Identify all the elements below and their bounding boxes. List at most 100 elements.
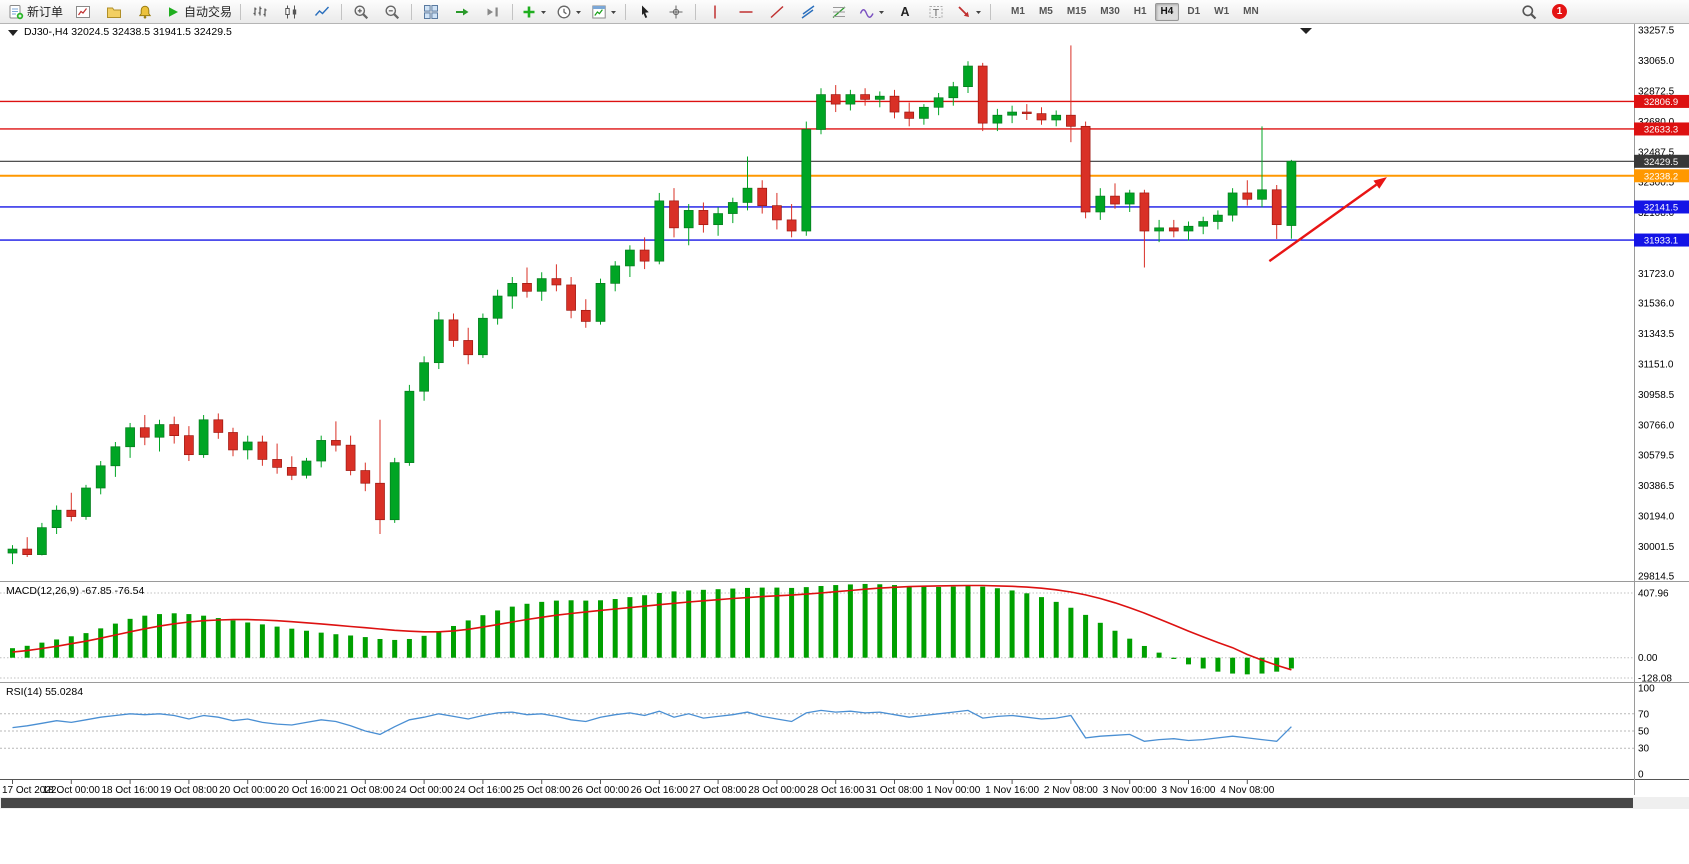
template-icon [592,5,606,18]
candle-up [242,441,253,451]
zoom-out-icon [385,5,400,19]
zoom-in-icon [354,5,369,19]
macd-histogram-bar [950,586,956,658]
indicators-button[interactable] [517,1,551,23]
crosshair-button[interactable] [661,1,691,23]
price-axis-label: 32872.5 [1638,87,1675,98]
profiles-icon [107,7,122,18]
zoom-out-button[interactable] [377,1,407,23]
trendline-button[interactable] [762,1,792,23]
macd-histogram-bar [936,586,942,658]
text-button[interactable]: A [890,1,920,23]
new-order-button-label: 新订单 [27,5,64,19]
macd-histogram-bar [24,645,30,658]
macd-histogram-bar [112,623,118,658]
macd-histogram-bar [1053,601,1059,658]
symbol-dropdown-icon[interactable] [8,30,18,36]
macd-histogram-bar [539,601,545,658]
timeframe-w1-button[interactable]: W1 [1214,5,1230,17]
arrows-button[interactable] [952,1,986,23]
timeframe-m1-button[interactable]: M1 [1011,5,1025,17]
macd-histogram-bar [1230,657,1236,674]
periods-button[interactable] [552,1,586,23]
candle-up [154,424,165,438]
auto-scroll-button[interactable] [447,1,477,23]
autotrading-button[interactable]: 自动交易 [161,1,236,23]
autotrading-button-label: 自动交易 [184,5,233,19]
candle-up [1095,195,1106,213]
macd-histogram-bar [465,620,471,658]
shapes-button[interactable] [855,1,889,23]
price-axis-label: 33065.0 [1638,56,1675,67]
timeframe-d1-button[interactable]: D1 [1187,5,1201,17]
new-chart-button[interactable] [68,1,98,23]
macd-histogram-bar [259,624,265,658]
timeframe-h1-button[interactable]: H1 [1133,5,1147,17]
macd-histogram-bar [1024,593,1030,658]
new-order-button[interactable]: 新订单 [4,1,67,23]
price-badge [1634,122,1689,136]
trendline-icon [770,5,784,18]
cursor-button[interactable] [630,1,660,23]
candle-down [375,482,385,521]
candle-down [448,319,459,341]
macd-histogram-bar [1156,652,1162,658]
h-scrollbar-thumb[interactable] [1,798,1633,808]
price-badge-label: 32338.2 [1644,171,1678,182]
macd-histogram-bar [568,600,574,658]
candle-up [419,362,429,392]
macd-histogram-bar [495,610,501,658]
candle-up [51,509,62,529]
zoom-in-button[interactable] [346,1,376,23]
candle-down [1066,114,1076,127]
new-order-icon [9,4,24,19]
line-chart-button[interactable] [307,1,337,23]
notification-badge[interactable]: 1 [1552,4,1567,19]
trend-arrow-annotation[interactable] [1268,183,1378,263]
search-button[interactable] [1514,1,1544,23]
chart-shift-button[interactable] [478,1,508,23]
time-axis-label: 26 Oct 16:00 [631,785,689,796]
channel-icon [801,4,815,19]
candlestick-chart-button[interactable] [276,1,306,23]
candle-up [727,202,738,214]
equidistant-channel-button[interactable] [793,1,823,23]
time-axis-label: 24 Oct 16:00 [454,785,512,796]
candles-icon [285,5,297,18]
macd-histogram-bar [157,614,162,658]
timeframe-m15-button[interactable]: M15 [1066,5,1087,17]
vertical-line-button[interactable] [700,1,730,23]
templates-button[interactable] [587,1,621,23]
price-badge [1634,200,1689,214]
chart-canvas[interactable]: 33257.533065.032872.532680.032487.532300… [0,24,1689,864]
alerts-button[interactable] [130,1,160,23]
timeframe-m30-button[interactable]: M30 [1100,5,1120,17]
candle-up [1286,160,1297,226]
macd-histogram-bar [1141,645,1147,658]
candle-down [22,548,33,555]
macd-histogram-bar [862,583,868,658]
bars-icon [253,6,267,16]
price-axis-label: 31151.0 [1638,360,1674,371]
candle-up [125,427,135,448]
macd-histogram-bar [1171,657,1177,659]
candle-down [977,65,988,124]
timeframe-mn-button[interactable]: MN [1243,5,1259,17]
bar-chart-button[interactable] [245,1,275,23]
tile-windows-button[interactable] [416,1,446,23]
candle-down [551,278,562,286]
text-label-button[interactable]: T [921,1,951,23]
macd-histogram-bar [274,626,280,658]
fibonacci-button[interactable] [824,1,854,23]
chart-corner-arrow[interactable] [1300,28,1312,34]
timeframe-m5-button[interactable]: M5 [1038,5,1053,17]
timeframe-h4-button[interactable]: H4 [1154,2,1180,21]
profiles-button[interactable] [99,1,129,23]
price-axis-label: 30766.0 [1638,421,1675,432]
macd-histogram-bar [1244,657,1250,675]
price-axis-label: 31343.5 [1638,329,1675,340]
price-axis-label: 30386.5 [1638,481,1675,492]
candle-down [463,340,474,356]
cursor-icon [642,5,649,18]
horizontal-line-button[interactable] [731,1,761,23]
